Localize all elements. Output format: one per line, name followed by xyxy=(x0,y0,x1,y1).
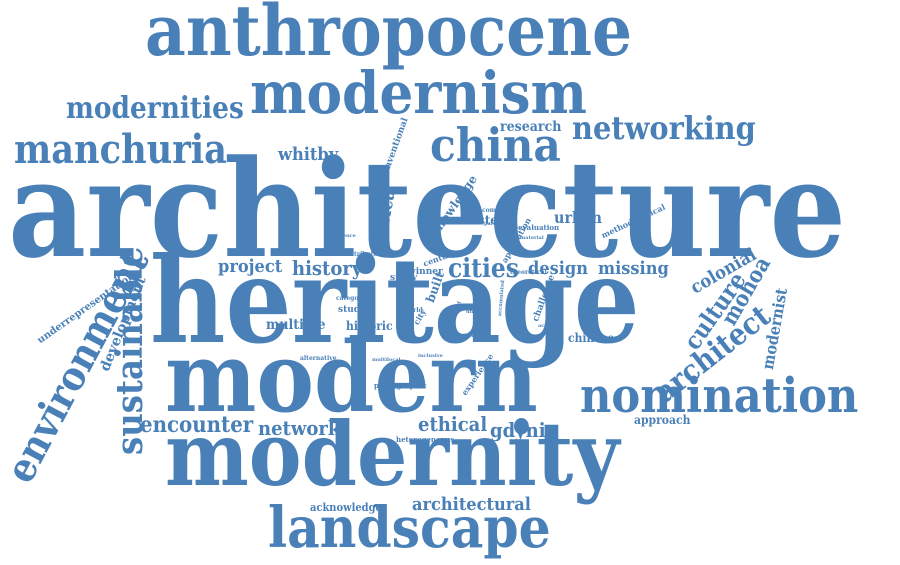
word-study: study xyxy=(390,273,418,283)
word-photographic: photographic xyxy=(374,381,427,390)
word-gdynia: gdynia xyxy=(490,418,558,442)
word-history: history xyxy=(292,256,363,280)
word-research: research xyxy=(500,119,562,135)
word-winner: winner xyxy=(408,267,443,277)
word-urban: urban xyxy=(554,208,602,227)
word-landscape: landscape xyxy=(268,495,551,561)
word-design: design xyxy=(528,258,589,279)
word-project: project xyxy=(218,256,283,277)
word-ethical: ethical xyxy=(418,412,488,436)
word-category: category xyxy=(336,295,365,302)
word-studies: studies xyxy=(338,305,375,315)
word-network: network xyxy=(258,416,341,440)
word-reevaluation: reevaluation xyxy=(510,223,560,232)
word-modernities: modernities xyxy=(66,91,244,126)
word-missing: missing xyxy=(598,258,669,279)
word-manchuria: manchuria xyxy=(14,126,227,173)
word-anthropocene: anthropocene xyxy=(145,0,633,72)
word-architecture: architecture xyxy=(8,130,847,288)
word-modernity: modernity xyxy=(165,402,620,506)
word-coherent: coherent xyxy=(458,333,483,339)
word-multilocal: multilocal xyxy=(372,357,401,363)
word-modernism: modernism xyxy=(250,59,587,127)
word-modern: modern xyxy=(165,321,538,434)
word-unique: unique xyxy=(466,309,486,315)
word-heterogeneous: heterogeneous xyxy=(396,435,455,444)
word-cities: cities xyxy=(448,254,519,284)
word-encounter: encounter xyxy=(140,412,254,438)
word-complexity: complexity xyxy=(482,207,519,214)
word-development: approach xyxy=(634,413,691,427)
word-inclusive: inclusive xyxy=(418,353,443,359)
word-modernist: modernist xyxy=(758,286,792,371)
word-whitby: whitby xyxy=(278,144,339,165)
word-acknowledge: acknowledge xyxy=(310,501,382,514)
word-contribute: contribute xyxy=(342,251,378,258)
word-world: world xyxy=(404,307,423,314)
word-western: western xyxy=(460,213,513,227)
word-heritage: heritage xyxy=(150,231,640,370)
word-chinese: historic xyxy=(346,319,393,333)
word-approach: chinese xyxy=(568,331,615,345)
word-alternative: alternative xyxy=(300,355,337,362)
word-influence: influence xyxy=(330,233,356,239)
word-networking: networking xyxy=(572,109,756,147)
word-theoretical: theoretical xyxy=(510,269,547,276)
word-material: material xyxy=(520,235,544,241)
word-historic: multiple xyxy=(266,317,326,333)
word-paradox: paradox xyxy=(484,221,507,227)
word-activities: activities xyxy=(538,323,564,329)
word-nomination: nomination xyxy=(580,368,859,424)
word-china: china xyxy=(430,118,561,172)
word-architectural: architectural xyxy=(412,494,531,515)
